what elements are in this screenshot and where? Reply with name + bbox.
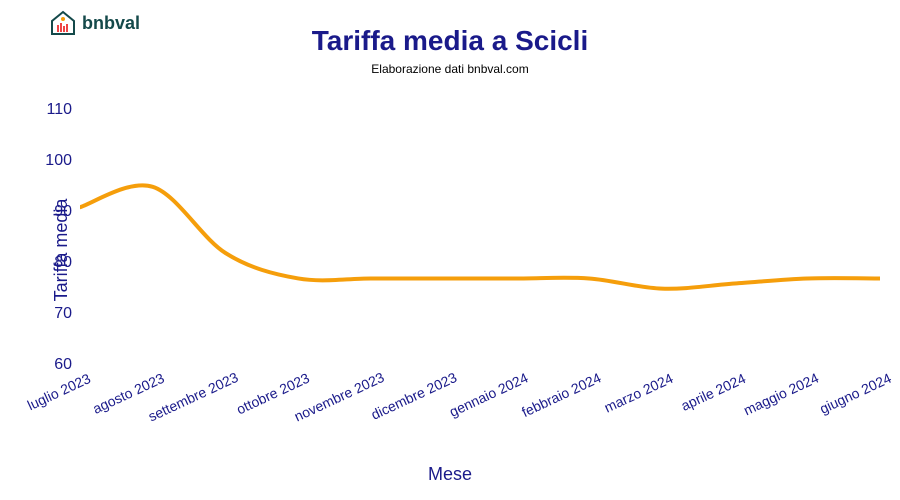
x-tick: marzo 2024	[602, 370, 676, 416]
y-tick: 70	[54, 305, 72, 323]
y-tick: 80	[54, 254, 72, 272]
logo-text: bnbval	[82, 13, 140, 34]
x-axis-label: Mese	[428, 464, 472, 485]
x-tick: maggio 2024	[741, 370, 821, 419]
x-tick: luglio 2023	[25, 370, 93, 413]
x-tick: giugno 2024	[817, 370, 894, 417]
y-tick: 100	[45, 152, 72, 170]
x-tick: aprile 2024	[678, 370, 748, 414]
chart-area: 60708090100110luglio 2023agosto 2023sett…	[80, 85, 880, 365]
x-tick: gennaio 2024	[447, 369, 531, 419]
house-icon	[50, 10, 76, 36]
y-tick: 90	[54, 203, 72, 221]
y-tick: 110	[46, 101, 72, 119]
logo: bnbval	[50, 10, 140, 36]
line-chart-svg	[80, 85, 880, 365]
chart-title: Tariffa media a Scicli	[312, 25, 589, 57]
chart-subtitle: Elaborazione dati bnbval.com	[371, 62, 528, 76]
x-tick: febbraio 2024	[519, 369, 603, 420]
y-tick: 60	[54, 356, 72, 374]
